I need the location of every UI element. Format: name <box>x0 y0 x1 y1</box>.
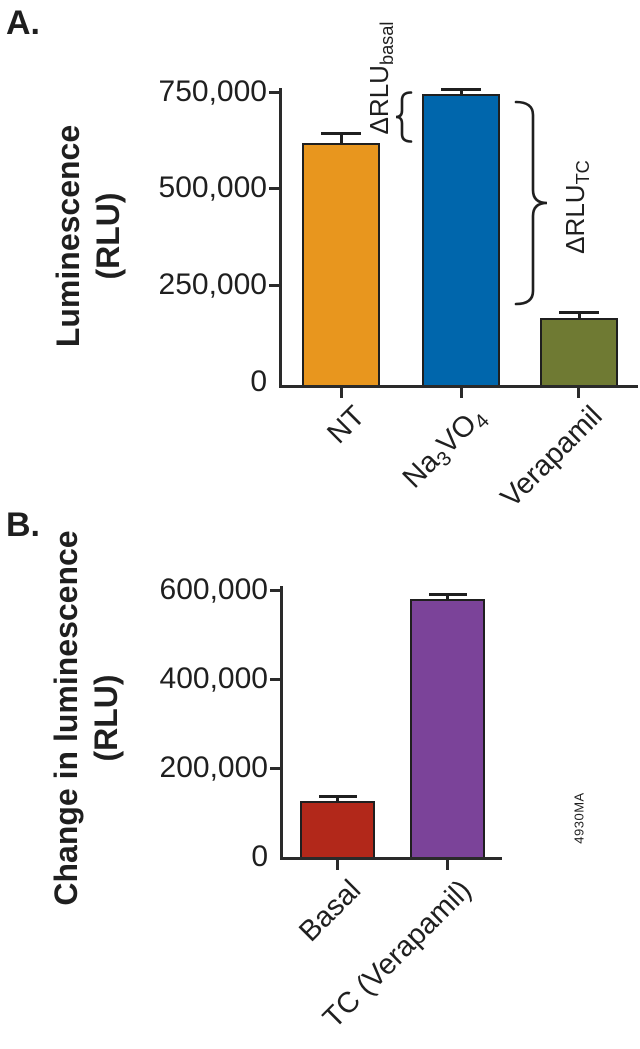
panel-a-ytick-500000 <box>269 187 279 190</box>
error-bar-cap-verapamil <box>559 311 599 314</box>
panel-a-ytick-750000 <box>269 91 279 94</box>
panel-b-ytick-600000 <box>270 589 280 592</box>
bar-verapamil <box>540 318 618 387</box>
panel-a-label: A. <box>6 4 40 42</box>
panel-a-x-axis-line <box>279 385 638 388</box>
error-bar-line-nt <box>339 135 343 145</box>
panel-b-label: B. <box>6 506 40 544</box>
error-bar-cap-basal <box>318 795 357 798</box>
panel-b-xtick-basal <box>336 860 339 870</box>
panel-b-ytick-400000 <box>270 678 280 681</box>
bar-basal <box>300 801 375 859</box>
bar-nt <box>302 143 380 387</box>
delta-rlu-basal-brace-icon <box>395 91 413 143</box>
panel-a-y-axis-line <box>279 88 282 388</box>
panel-b-ytick-200000 <box>270 767 280 770</box>
figure-number-watermark: 4930MA <box>571 792 587 844</box>
panel-a-xtick-verapamil <box>577 388 580 398</box>
panel-b-ytick-label-0: 0 <box>251 840 268 873</box>
panel-a-xtick-nt <box>340 388 343 398</box>
panel-a-ytick-label-250000: 250,000 <box>158 268 267 301</box>
panel-a-xtick-na3vo4 <box>460 388 463 398</box>
panel-b-ytick-label-400000: 400,000 <box>159 662 268 695</box>
bar-tc-verapamil <box>410 599 485 859</box>
panel-b-y-axis-line <box>280 586 283 860</box>
error-bar-cap-na3vo4 <box>441 88 481 91</box>
panel-b-x-axis-line <box>280 857 502 860</box>
error-bar-cap-nt <box>321 132 361 135</box>
panel-b-xtick-tc <box>446 860 449 870</box>
error-bar-line-tc-verapamil <box>446 596 449 601</box>
delta-rlu-tc-brace-icon <box>514 100 548 306</box>
panel-b-ytick-label-600000: 600,000 <box>159 573 268 606</box>
panel-a-ytick-250000 <box>269 284 279 287</box>
panel-a-ytick-label-750000: 750,000 <box>158 75 267 108</box>
panel-b-ytick-label-200000: 200,000 <box>159 751 268 784</box>
error-bar-line-basal <box>336 798 339 803</box>
error-bar-cap-tc-verapamil <box>428 593 467 596</box>
panel-a-ytick-label-0: 0 <box>250 365 267 398</box>
panel-a-ytick-label-500000: 500,000 <box>158 171 267 204</box>
error-bar-line-verapamil <box>577 314 581 320</box>
error-bar-line-na3vo4 <box>459 91 463 96</box>
